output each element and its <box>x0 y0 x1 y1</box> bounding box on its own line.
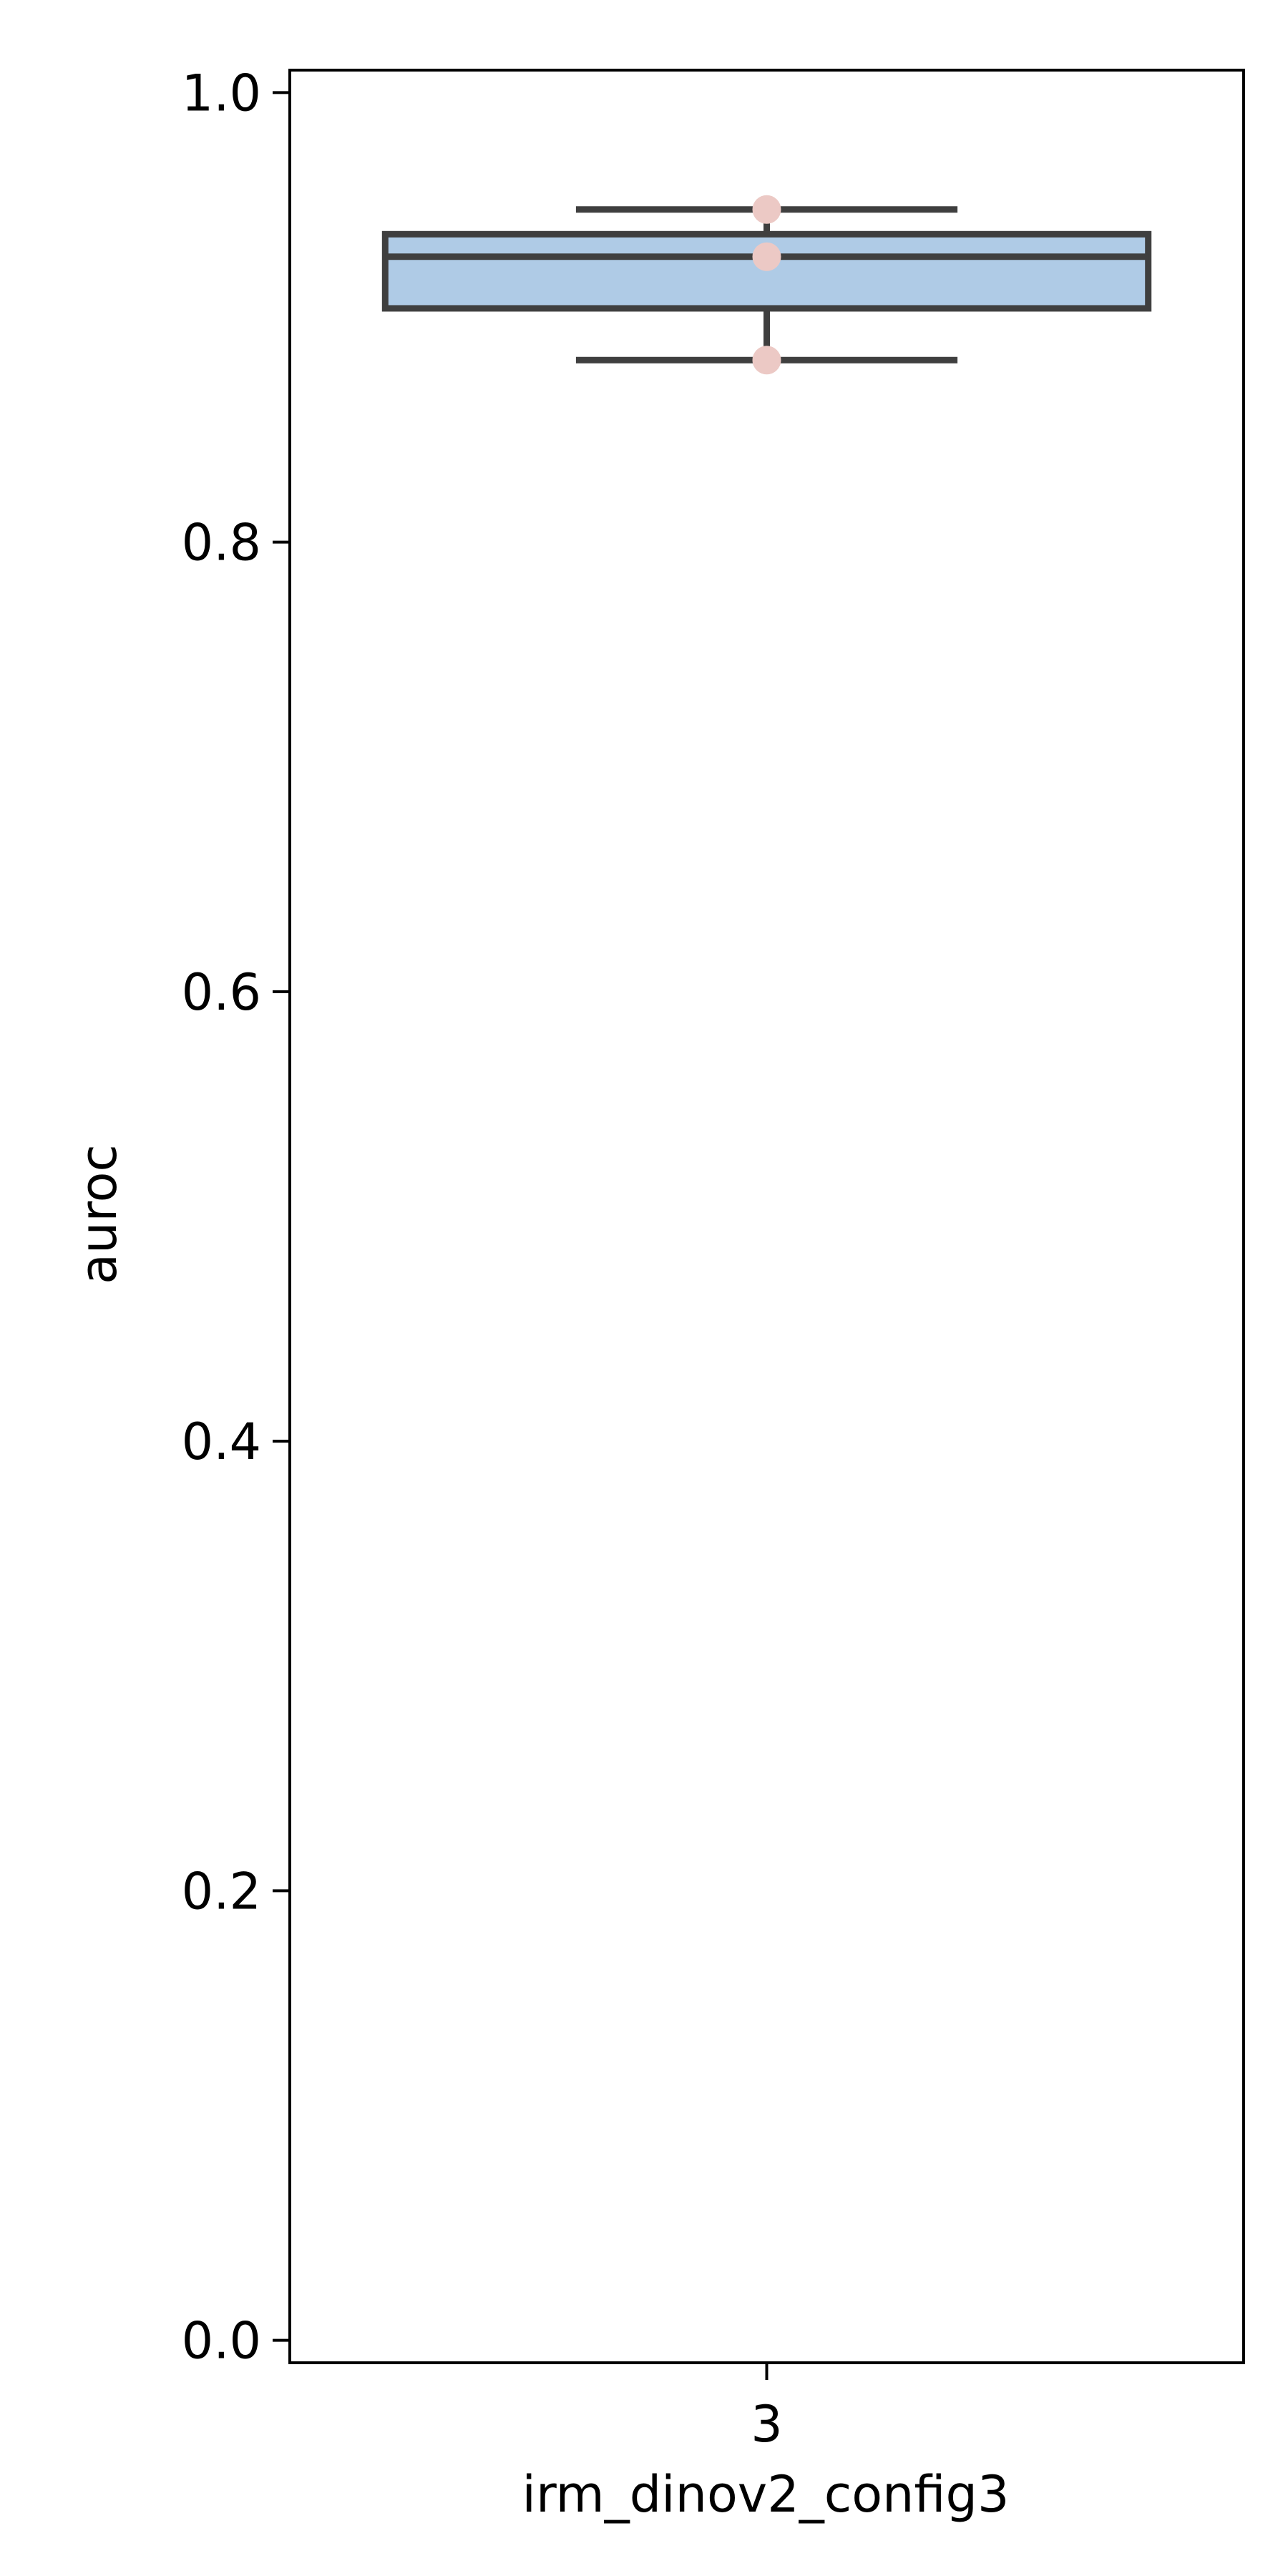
y-tick-label: 0.2 <box>182 1862 261 1921</box>
y-tick-label: 0.0 <box>182 2312 261 2371</box>
y-tick-label: 0.6 <box>182 963 261 1022</box>
y-axis-label: auroc <box>69 1144 128 1284</box>
data-point <box>752 242 781 271</box>
axes: 0.0 0.2 0.4 0.6 0.8 1.0 3 <box>182 64 1245 2454</box>
y-tick-label: 0.8 <box>182 514 261 572</box>
y-tick-label: 0.4 <box>182 1413 261 1471</box>
data-point <box>752 195 781 224</box>
data-point <box>752 346 781 375</box>
plot-area <box>381 195 1152 375</box>
y-tick-label: 1.0 <box>182 64 261 122</box>
x-tick-label: 3 <box>751 2395 783 2454</box>
x-axis-label: irm_dinov2_config3 <box>522 2465 1010 2524</box>
